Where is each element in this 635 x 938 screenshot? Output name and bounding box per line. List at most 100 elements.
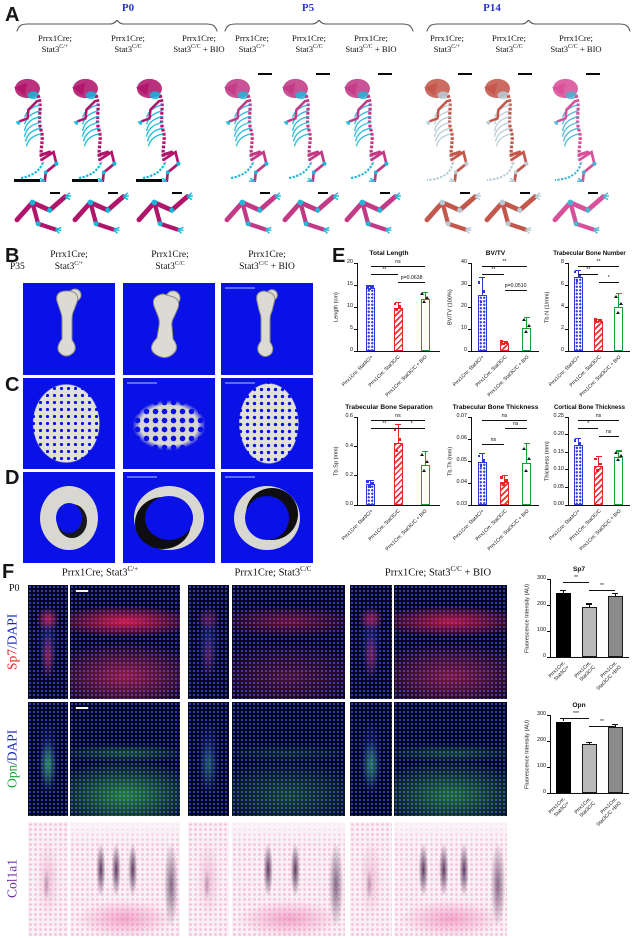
y-tick <box>468 504 471 506</box>
error-bar <box>424 292 426 300</box>
data-point <box>425 295 430 299</box>
f-column-header: Prrx1Cre; Stat3C/C + BIO <box>384 565 492 579</box>
y-tick <box>565 350 568 352</box>
x-category-label: Prrx1Cre; Stat3C/C + BIO <box>385 509 429 553</box>
error-cap <box>367 480 374 482</box>
micrograph-highmag <box>394 822 507 936</box>
y-tick <box>565 262 568 264</box>
bar-opn-1 <box>581 743 597 793</box>
significance-label: ns <box>501 413 508 419</box>
x-category-label: Prrx1Cre; Stat3C/C + BIO <box>487 509 531 553</box>
cortical-ring-hole <box>245 495 289 540</box>
chart-bvtv: BV/TV BV/TV (100%) 0 10 20 30 40 ** ** p=0.0510 Pr… <box>447 250 544 404</box>
error-cap <box>501 341 508 343</box>
y-tick-label: 0.06 <box>456 435 468 442</box>
significance-line <box>578 274 599 276</box>
data-point <box>521 447 526 451</box>
data-point <box>573 438 577 442</box>
plot-area <box>550 715 629 794</box>
micrograph-lowmag <box>28 822 68 936</box>
skeleton-image <box>10 76 70 184</box>
limb-image <box>341 189 403 243</box>
significance-label: ns <box>605 429 612 435</box>
y-tick-label: 2 <box>561 325 564 332</box>
genotype-line2: Stat3C/C + BIO <box>345 43 397 54</box>
data-point <box>366 284 369 288</box>
bar-tbsp-2 <box>420 465 430 505</box>
genotype-label: Prrx1Cre; Stat3C/C <box>267 33 351 54</box>
genotype-line2: Stat3C/C + BIO <box>550 43 602 54</box>
significance-line <box>563 718 589 720</box>
bar-total-length-2 <box>420 299 430 351</box>
genotype-label: Prrx1Cre; Stat3C/C <box>467 33 551 54</box>
significance-line <box>398 282 426 284</box>
y-tick <box>565 416 568 418</box>
data-point <box>395 308 399 312</box>
microct-trabecular-image <box>123 378 215 469</box>
micrograph-lowmag <box>350 702 392 816</box>
bar-sp7-0 <box>555 592 571 657</box>
significance-label: ** <box>599 583 605 589</box>
error-bar <box>481 453 483 463</box>
y-tick <box>354 306 357 308</box>
significance-label: p=0.0510 <box>504 283 527 289</box>
bar-total-length-1 <box>393 307 403 351</box>
significance-label: ns <box>490 437 497 443</box>
significance-line <box>482 274 505 276</box>
significance-label: ** <box>382 267 387 273</box>
y-tick-label: 300 <box>537 711 546 718</box>
y-tick-label: 8 <box>561 259 564 266</box>
error-cap <box>501 475 508 477</box>
genotype-label: Prrx1Cre; Stat3C/C + BIO <box>219 250 315 272</box>
genotype-line2: Stat3C/+ <box>238 43 266 54</box>
chart-tbsp: Trabecular Bone Separation Tb.Sp (mm) 0.0 0… <box>333 404 445 564</box>
y-tick <box>565 328 568 330</box>
error-bar <box>618 292 620 307</box>
chart-title: Sp7 <box>572 566 586 573</box>
data-point <box>523 469 528 473</box>
data-point <box>615 310 620 314</box>
genotype-label: Prrx1Cre; Stat3C/C <box>86 33 170 54</box>
y-tick-label: 5 <box>350 325 353 332</box>
y-tick-label: 10 <box>461 325 467 332</box>
counterstain-name: /DAPI <box>4 613 20 650</box>
timepoint-label: P0 <box>121 2 135 14</box>
data-point <box>500 340 503 344</box>
panel-f-letter: F <box>2 561 15 583</box>
significance-label: * <box>587 421 590 427</box>
y-axis-label: Tb.Sp (mm) <box>333 446 340 476</box>
data-point <box>599 319 602 323</box>
micrograph-lowmag <box>188 585 229 699</box>
data-point <box>526 323 531 327</box>
skeleton-image <box>278 76 338 184</box>
error-bar <box>397 302 399 308</box>
genotype-line2: Stat3C/C + BIO <box>173 43 225 54</box>
cortical-ring-hole <box>145 495 193 540</box>
bar-tbsp-0 <box>366 484 376 505</box>
error-bar <box>614 593 616 596</box>
micrograph-highmag <box>394 702 507 816</box>
data-point <box>526 457 531 461</box>
y-tick-label: 4 <box>561 303 564 310</box>
y-tick <box>547 740 550 742</box>
cortical-ring <box>40 485 98 550</box>
y-tick <box>468 416 471 418</box>
tiny-annotation <box>225 382 255 384</box>
significance-line <box>578 420 619 422</box>
bar-cortical-1 <box>594 466 603 505</box>
y-tick-label: 0.10 <box>553 466 565 473</box>
significance-label: ** <box>491 267 496 273</box>
genotype-label: Prrx1Cre; Stat3C/C + BIO <box>157 33 241 54</box>
data-point <box>615 458 620 462</box>
cortical-ring <box>234 485 300 550</box>
y-tick-label: 10 <box>347 303 353 310</box>
data-point <box>594 457 597 461</box>
tiny-annotation <box>127 476 157 478</box>
y-tick <box>565 451 568 453</box>
data-point <box>368 484 371 488</box>
brace <box>16 19 218 32</box>
micrograph-highmag <box>394 585 507 699</box>
data-point <box>371 286 374 289</box>
bar-cortical-0 <box>573 445 583 505</box>
